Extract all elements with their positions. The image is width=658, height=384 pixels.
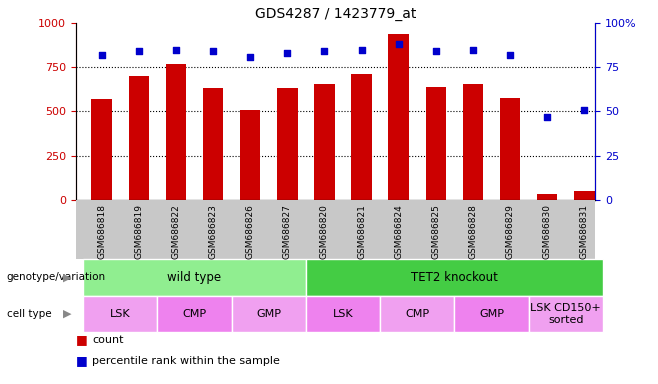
Text: GSM686824: GSM686824 [394,204,403,259]
Bar [574,191,595,200]
Bar [537,194,557,200]
Title: GDS4287 / 1423779_at: GDS4287 / 1423779_at [255,7,417,21]
Bar [240,111,261,200]
Bar [166,64,186,200]
Text: LSK CD150+
sorted: LSK CD150+ sorted [530,303,601,325]
Bar [315,84,335,200]
Point [542,114,553,120]
Bar [91,99,112,200]
Text: GSM686830: GSM686830 [543,204,551,260]
Text: count: count [92,335,124,345]
Text: GMP: GMP [256,309,281,319]
Text: GSM686820: GSM686820 [320,204,329,259]
Point [505,52,515,58]
Point [245,53,255,60]
Text: ■: ■ [76,333,88,346]
Text: GSM686828: GSM686828 [468,204,478,259]
Text: GSM686829: GSM686829 [505,204,515,259]
Point [282,50,293,56]
Point [393,41,404,47]
Text: LSK: LSK [110,309,130,319]
Text: LSK: LSK [333,309,353,319]
Bar [128,76,149,200]
Bar [500,98,520,200]
Text: percentile rank within the sample: percentile rank within the sample [92,356,280,366]
Text: GSM686827: GSM686827 [283,204,291,259]
Bar [203,88,223,200]
Text: CMP: CMP [405,309,429,319]
Point [579,106,590,113]
Point [96,52,107,58]
Text: GMP: GMP [479,309,504,319]
Text: GSM686826: GSM686826 [245,204,255,259]
Text: GSM686825: GSM686825 [432,204,440,259]
Point [319,48,330,55]
Point [134,48,144,55]
Text: ■: ■ [76,354,88,367]
Text: cell type: cell type [7,309,51,319]
Text: ▶: ▶ [63,272,71,283]
Text: GSM686819: GSM686819 [134,204,143,260]
Text: GSM686822: GSM686822 [172,204,180,259]
Point [357,46,367,53]
Text: wild type: wild type [167,271,222,284]
Text: TET2 knockout: TET2 knockout [411,271,498,284]
Text: ▶: ▶ [63,309,71,319]
Text: GSM686831: GSM686831 [580,204,589,260]
Bar [277,88,297,200]
Point [430,48,441,55]
Point [170,46,181,53]
Point [208,48,218,55]
Text: GSM686823: GSM686823 [209,204,218,259]
Bar [351,74,372,200]
Bar [463,84,483,200]
Point [468,46,478,53]
Text: GSM686821: GSM686821 [357,204,366,259]
Bar [388,34,409,200]
Text: GSM686818: GSM686818 [97,204,106,260]
Bar [426,87,446,200]
Text: genotype/variation: genotype/variation [7,272,106,283]
Text: CMP: CMP [182,309,207,319]
